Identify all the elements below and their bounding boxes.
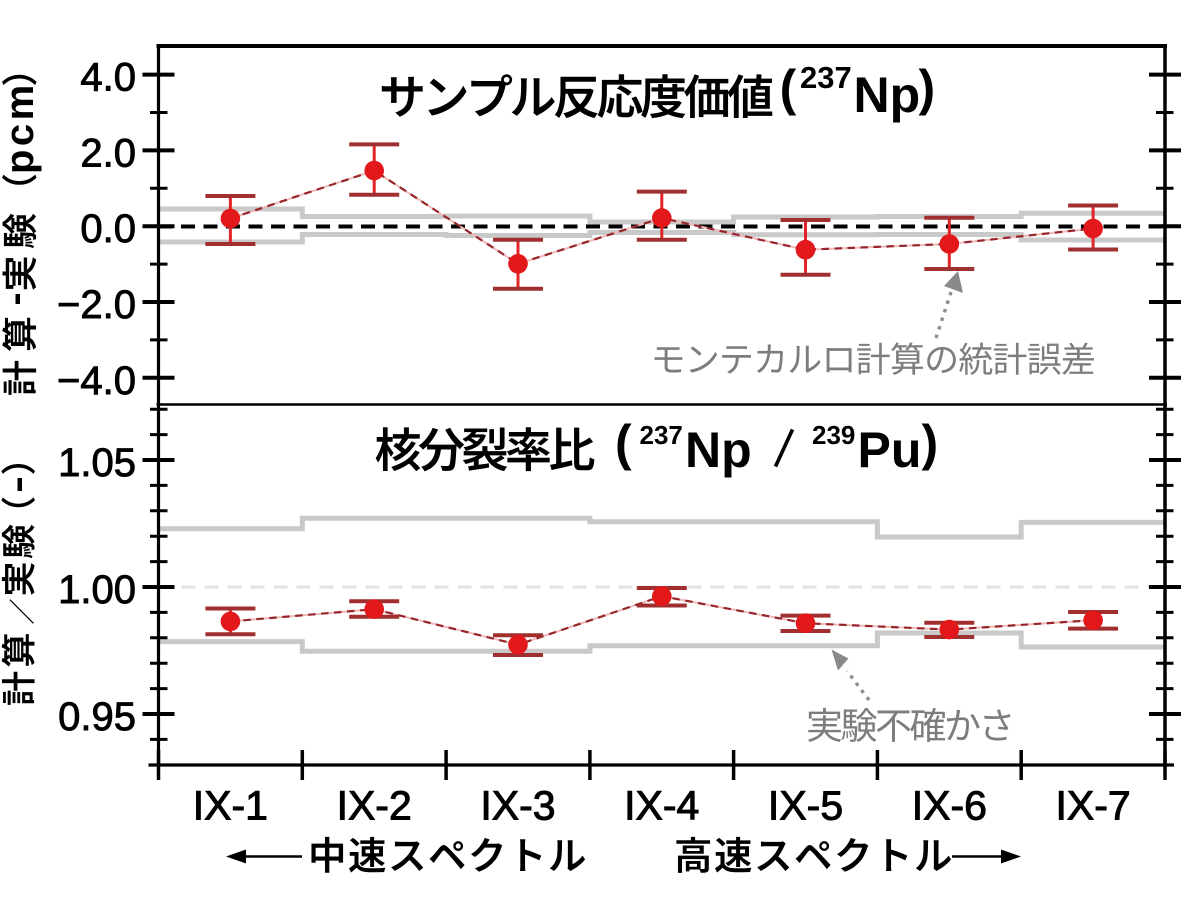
svg-text:IX-4: IX-4 (624, 783, 699, 829)
svg-text:IX-7: IX-7 (1056, 783, 1131, 829)
svg-text:): ) (922, 415, 939, 471)
svg-text:(: ( (615, 415, 632, 471)
svg-text:239: 239 (812, 420, 855, 450)
svg-text:2.0: 2.0 (80, 131, 136, 175)
svg-text:1.05: 1.05 (58, 441, 136, 485)
svg-text:237: 237 (640, 420, 683, 450)
svg-text:0.95: 0.95 (58, 695, 136, 739)
svg-text:Np: Np (854, 67, 921, 123)
svg-text:IX-6: IX-6 (912, 783, 987, 829)
svg-text:(: ( (780, 60, 797, 116)
svg-text:IX-1: IX-1 (193, 783, 268, 829)
svg-text:pcm: pcm (0, 81, 42, 174)
svg-text:4.0: 4.0 (80, 56, 136, 100)
svg-text:Np: Np (685, 422, 752, 478)
svg-text:IX-3: IX-3 (480, 783, 555, 829)
svg-text:237: 237 (800, 60, 852, 95)
svg-text:): ) (919, 60, 936, 116)
svg-text:−2.0: −2.0 (57, 283, 136, 327)
svg-text:0.0: 0.0 (80, 207, 136, 251)
svg-text:IX-5: IX-5 (768, 783, 843, 829)
svg-text:Pu: Pu (858, 422, 922, 478)
svg-text:1.00: 1.00 (58, 568, 136, 612)
svg-text:IX-2: IX-2 (337, 783, 412, 829)
svg-text:−4.0: −4.0 (57, 359, 136, 403)
